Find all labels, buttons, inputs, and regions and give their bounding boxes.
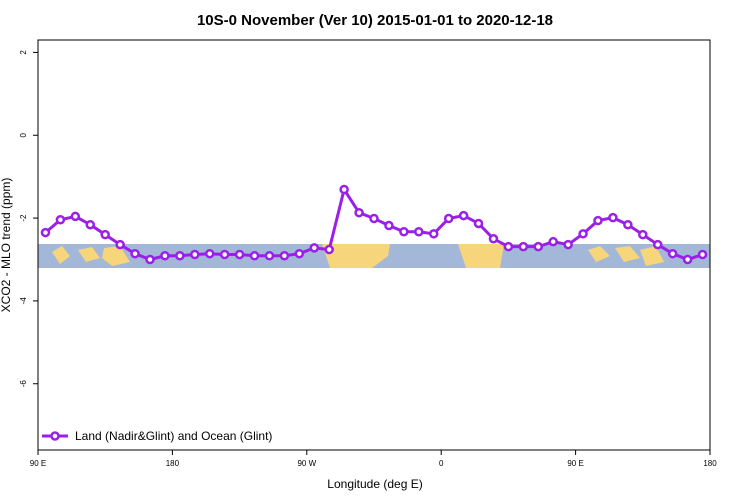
point	[354, 207, 364, 218]
point	[40, 227, 51, 238]
point	[548, 236, 558, 247]
point	[55, 214, 66, 225]
x-tick-label: 180	[166, 459, 180, 468]
point	[249, 251, 260, 261]
legend-label: Land (Nadir&Glint) and Ocean (Glint)	[75, 429, 272, 443]
y-tick-label: 2	[19, 50, 28, 55]
point	[697, 249, 708, 260]
point	[667, 248, 678, 259]
y-tick-label: -2	[19, 214, 28, 222]
point	[294, 248, 305, 259]
point	[682, 254, 693, 265]
point	[414, 226, 424, 237]
point	[533, 241, 544, 252]
point	[234, 249, 245, 260]
point	[115, 239, 125, 250]
point	[384, 220, 394, 231]
point	[608, 212, 618, 223]
point	[428, 229, 439, 239]
x-tick-label: 90 E	[567, 459, 583, 468]
point	[324, 244, 334, 255]
point	[473, 218, 484, 229]
point	[70, 211, 81, 222]
point	[623, 219, 633, 230]
point	[145, 254, 155, 265]
point	[279, 251, 290, 261]
point	[100, 229, 110, 240]
land	[322, 244, 390, 268]
y-tick-label: -6	[19, 380, 28, 388]
point	[190, 249, 200, 260]
point	[518, 241, 529, 252]
x-tick-label: 90 E	[30, 459, 46, 468]
point	[503, 241, 514, 252]
point	[219, 249, 230, 260]
land	[52, 246, 130, 266]
y-tick-label: 0	[19, 132, 28, 137]
plot-frame	[37, 39, 711, 451]
point	[399, 226, 409, 237]
point	[160, 251, 170, 261]
x-tick-label: 0	[439, 459, 444, 468]
legend-marker	[50, 431, 60, 441]
point	[593, 215, 603, 226]
land	[588, 246, 664, 266]
point	[264, 251, 275, 261]
point	[175, 251, 185, 261]
point	[369, 213, 379, 224]
land	[458, 244, 504, 268]
point	[339, 184, 349, 195]
point	[563, 239, 573, 250]
point	[488, 234, 499, 244]
point	[130, 248, 140, 259]
x-tick-label: 90 W	[297, 459, 316, 468]
point	[652, 239, 663, 250]
chart-title: 10S-0 November (Ver 10) 2015-01-01 to 20…	[197, 12, 553, 29]
y-axis-title: XCO2 - MLO trend (ppm)	[0, 178, 13, 313]
point	[443, 213, 454, 224]
point	[309, 243, 320, 253]
x-axis-title: Longitude (deg E)	[327, 477, 422, 491]
point	[85, 219, 96, 230]
point	[458, 210, 469, 221]
point	[204, 248, 215, 259]
x-tick-label: 180	[703, 459, 717, 468]
point	[638, 229, 648, 240]
y-tick-label: -4	[19, 297, 28, 305]
point	[578, 229, 588, 239]
